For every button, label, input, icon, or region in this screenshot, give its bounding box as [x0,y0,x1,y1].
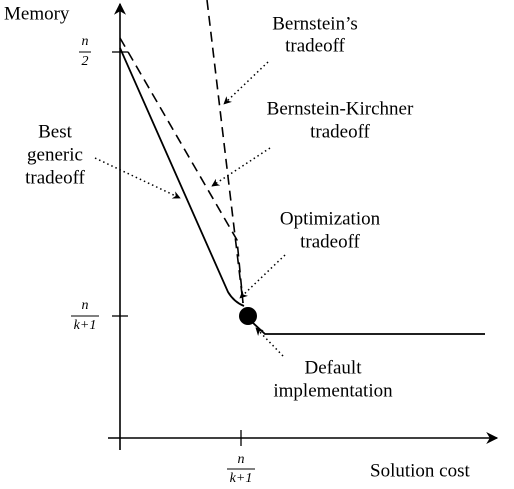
pointer [94,157,181,199]
bernstein-curve [206,0,244,304]
bernstein-kirchner-curve [119,37,244,304]
pointer [239,254,286,299]
tick-num: n [82,34,89,49]
pointer [255,327,284,357]
annotation: implementation [273,380,393,401]
annotation: tradeoff [25,167,85,188]
annotation: Bernstein-Kirchner [267,98,414,119]
annotation: tradeoff [285,35,345,56]
tick-num: n [82,298,89,313]
pointer [223,61,269,105]
pointer [211,147,271,187]
annotation: generic [27,144,83,165]
tick-den: k+1 [74,318,97,333]
x-label: Solution cost [370,460,470,481]
tick-den: 2 [82,54,89,69]
annotation: tradeoff [310,121,370,142]
annotation: Optimization [280,208,381,229]
tick-num: n [238,452,245,467]
default-point [239,307,257,325]
annotation: Bernstein’s [272,13,358,34]
tick-den: k+1 [230,471,253,486]
annotation: tradeoff [300,231,360,252]
best-generic-curve [119,47,485,335]
y-label: Memory [4,3,70,24]
annotation: Best [38,121,73,142]
annotation: Default [305,357,363,378]
